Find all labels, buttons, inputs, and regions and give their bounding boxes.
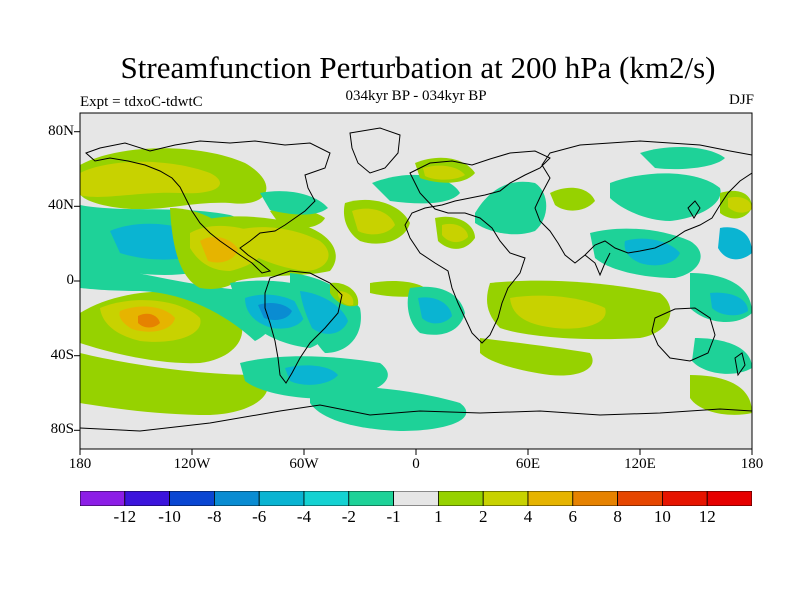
contour-region bbox=[418, 297, 452, 324]
coastline-asia bbox=[534, 140, 752, 264]
colorbar-swatch bbox=[124, 491, 170, 506]
colorbar-swatch bbox=[706, 491, 752, 506]
contour-region bbox=[480, 338, 593, 376]
colorbar-label: -10 bbox=[158, 507, 181, 526]
colorbar-swatch bbox=[617, 491, 663, 506]
colorbar bbox=[80, 491, 752, 506]
colorbar-label: 10 bbox=[653, 507, 671, 526]
coastlines bbox=[80, 127, 752, 432]
contour-region bbox=[138, 313, 160, 328]
contour-region bbox=[235, 227, 329, 271]
y-tick-label: 40N bbox=[48, 197, 74, 213]
contour-region bbox=[80, 353, 268, 415]
time-range-label: 034kyr BP - 034kyr BP bbox=[345, 88, 487, 104]
contour-region bbox=[200, 236, 238, 263]
contour-region bbox=[442, 223, 468, 243]
colorbar-label: -1 bbox=[386, 507, 401, 526]
contour-region bbox=[310, 386, 467, 431]
plot-title: Streamfunction Perturbation at 200 hPa (… bbox=[120, 50, 716, 85]
x-tick-label: 180 bbox=[740, 456, 764, 472]
map-panel bbox=[74, 112, 753, 455]
axis-ticks bbox=[74, 131, 753, 455]
colorbar-label: -8 bbox=[207, 507, 222, 526]
y-tick-label: 40S bbox=[50, 347, 74, 363]
contour-region bbox=[718, 227, 752, 260]
x-tick-label: 0 bbox=[412, 456, 420, 472]
colorbar-label: 12 bbox=[698, 507, 716, 526]
colorbar-swatch bbox=[213, 491, 260, 506]
contour-region bbox=[728, 197, 752, 213]
colorbar-label: -4 bbox=[296, 507, 312, 526]
x-tick-label: 180 bbox=[68, 456, 92, 472]
coastline-japan bbox=[687, 200, 701, 219]
contour-region bbox=[475, 181, 547, 235]
x-tick-label: 120W bbox=[173, 456, 211, 472]
colorbar-swatch bbox=[572, 491, 618, 506]
contour-fills bbox=[80, 146, 752, 431]
coastline-north-america bbox=[85, 140, 331, 274]
colorbar-label: -12 bbox=[113, 507, 137, 526]
coastline-australia bbox=[651, 307, 716, 362]
contour-region bbox=[80, 161, 220, 197]
contour-region bbox=[710, 292, 748, 316]
y-tick-label: 80N bbox=[48, 123, 74, 139]
colorbar-label: 6 bbox=[568, 507, 578, 526]
colorbar-swatch bbox=[80, 491, 126, 506]
coastline-greenland bbox=[349, 127, 401, 174]
coastline-new-zealand bbox=[734, 352, 746, 377]
season-label: DJF bbox=[728, 92, 754, 108]
x-tick-label: 60E bbox=[515, 456, 541, 472]
colorbar-label: -2 bbox=[341, 507, 356, 526]
colorbar-swatch bbox=[662, 491, 708, 506]
colorbar-swatch bbox=[393, 491, 439, 506]
colorbar-swatch bbox=[482, 491, 529, 506]
contour-region bbox=[690, 375, 752, 415]
contour-region bbox=[258, 303, 292, 320]
coastline-india bbox=[584, 252, 611, 277]
contour-region bbox=[80, 261, 276, 341]
contour-region bbox=[352, 208, 395, 235]
contour-region bbox=[260, 191, 328, 215]
colorbar-swatch bbox=[303, 491, 350, 506]
colorbar-swatch bbox=[348, 491, 394, 506]
colorbar-label: 2 bbox=[478, 507, 488, 526]
contour-region bbox=[510, 295, 606, 329]
y-tick-label: 80S bbox=[50, 421, 74, 437]
x-tick-label: 120E bbox=[624, 456, 656, 472]
colorbar-label: -6 bbox=[252, 507, 267, 526]
contour-map bbox=[74, 112, 753, 455]
coastline-eurafrica bbox=[404, 150, 551, 344]
contour-region bbox=[285, 365, 338, 385]
contour-region bbox=[423, 165, 465, 180]
contour-region bbox=[624, 238, 680, 266]
y-tick-label: 0 bbox=[66, 272, 75, 288]
coastline-antarctica bbox=[80, 404, 752, 432]
coastline-south-america bbox=[264, 270, 343, 384]
contour-region bbox=[610, 173, 721, 221]
colorbar-swatch bbox=[169, 491, 215, 506]
contour-region bbox=[550, 187, 595, 211]
experiment-label: Expt = tdxoC-tdwtC bbox=[80, 94, 203, 110]
colorbar-label: 1 bbox=[434, 507, 443, 526]
colorbar-label: 8 bbox=[613, 507, 622, 526]
contour-region bbox=[640, 146, 725, 170]
contour-region bbox=[300, 291, 348, 334]
x-tick-label: 60W bbox=[289, 456, 319, 472]
colorbar-label: 4 bbox=[523, 507, 533, 526]
colorbar-swatch bbox=[527, 491, 574, 506]
colorbar-swatch bbox=[258, 491, 305, 506]
colorbar-swatch bbox=[437, 491, 484, 506]
contour-region bbox=[692, 338, 752, 374]
